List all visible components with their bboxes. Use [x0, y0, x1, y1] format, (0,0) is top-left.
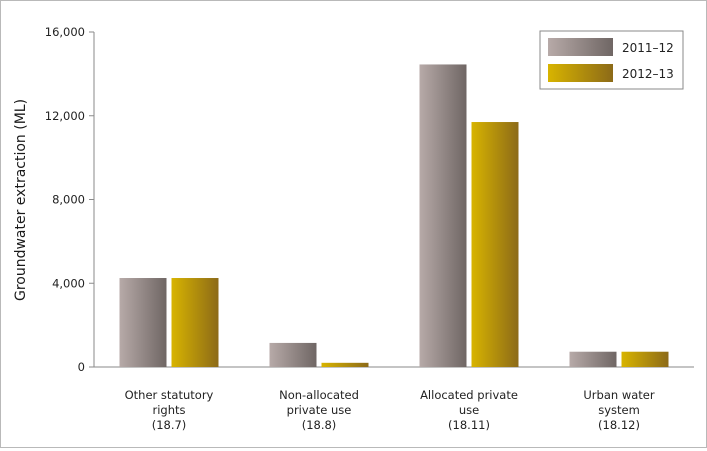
y-tick-label: 16,000 [45, 25, 85, 39]
x-tick-label: (18.8) [302, 418, 337, 432]
x-tick-label: private use [287, 403, 352, 417]
legend-swatch [548, 38, 613, 56]
x-tick-label: (18.12) [598, 418, 640, 432]
bar-series2-cat2 [321, 362, 369, 367]
y-tick-label: 12,000 [45, 109, 85, 123]
y-tick-label: 0 [78, 360, 85, 374]
x-tick-label: (18.7) [152, 418, 187, 432]
legend: 2011–12 2012–13 [539, 30, 684, 90]
bars [119, 64, 669, 367]
legend-swatch [548, 64, 613, 82]
x-tick-label: Allocated private [420, 388, 518, 402]
y-tick-label: 8,000 [52, 193, 85, 207]
x-tick-label: rights [152, 403, 185, 417]
bar-series2-cat4 [621, 351, 669, 367]
x-tick-label: Other statutory [125, 388, 214, 402]
bar-series1-cat3 [419, 64, 467, 367]
legend-label: 2011–12 [622, 41, 674, 55]
bar-series1-cat2 [269, 342, 317, 367]
bar-series2-cat1 [171, 278, 219, 367]
y-axis-label: Groundwater extraction (ML) [13, 99, 29, 301]
x-tick-label: system [598, 403, 640, 417]
legend-label: 2012–13 [622, 67, 674, 81]
x-tick-label: use [459, 403, 479, 417]
y-tick-label: 4,000 [52, 276, 85, 290]
bar-series1-cat4 [569, 351, 617, 367]
x-tick-label: Non-allocated [279, 388, 359, 402]
bar-series2-cat3 [471, 122, 519, 367]
x-tick-label: Urban water [583, 388, 654, 402]
bar-series1-cat1 [119, 278, 167, 367]
x-tick-label: (18.11) [448, 418, 490, 432]
